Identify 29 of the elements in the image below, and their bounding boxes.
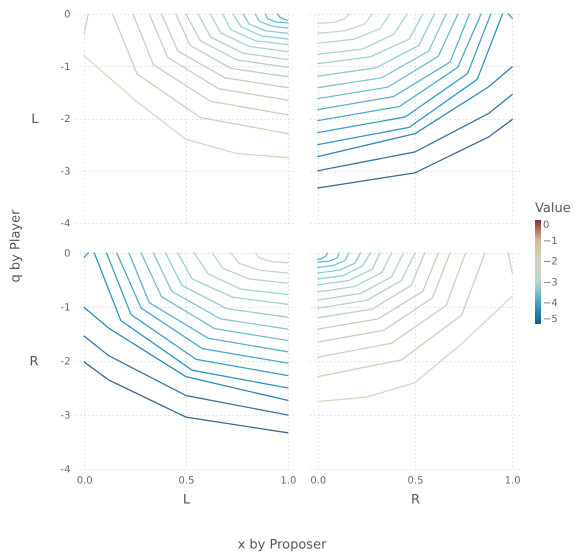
color-bar-title: Value: [535, 201, 571, 216]
y-axis-title: L: [31, 112, 40, 127]
y-tick-label: -3: [60, 410, 70, 422]
x-tick-label: 0.0: [76, 476, 93, 486]
y-tick-label: -4: [60, 218, 70, 230]
y-axis-title: R: [29, 354, 39, 370]
color-bar-label: 0: [543, 220, 550, 231]
color-bar-label: −4: [543, 298, 558, 310]
x-tick-label: 1.0: [504, 476, 521, 486]
x-tick-label: 0.0: [310, 476, 326, 486]
text: x by Proposer: [238, 538, 326, 552]
color-bar-label: −1: [543, 236, 558, 247]
x-tick-label: 0.5: [178, 476, 194, 486]
x-axis-title: R: [410, 492, 420, 508]
y-tick-label: -3: [60, 166, 70, 178]
color-bar-label: −5: [543, 314, 558, 325]
y-tick-label: 0: [64, 248, 70, 260]
y-tick-label: -1: [60, 62, 70, 73]
y-tick-label: -4: [60, 464, 70, 476]
y-tick-label: -1: [60, 302, 70, 314]
y-tick-label: -2: [60, 114, 70, 125]
color-bar-label: −2: [543, 256, 558, 268]
text: q by Player: [8, 210, 24, 282]
color-bar-label: −3: [543, 277, 558, 288]
x-axis-title: L: [182, 492, 191, 508]
x-tick-label: 1.0: [280, 476, 296, 486]
y-tick-label: 0: [64, 10, 70, 20]
x-tick-label: 0.5: [408, 476, 424, 486]
y-tick-label: -2: [60, 356, 70, 368]
